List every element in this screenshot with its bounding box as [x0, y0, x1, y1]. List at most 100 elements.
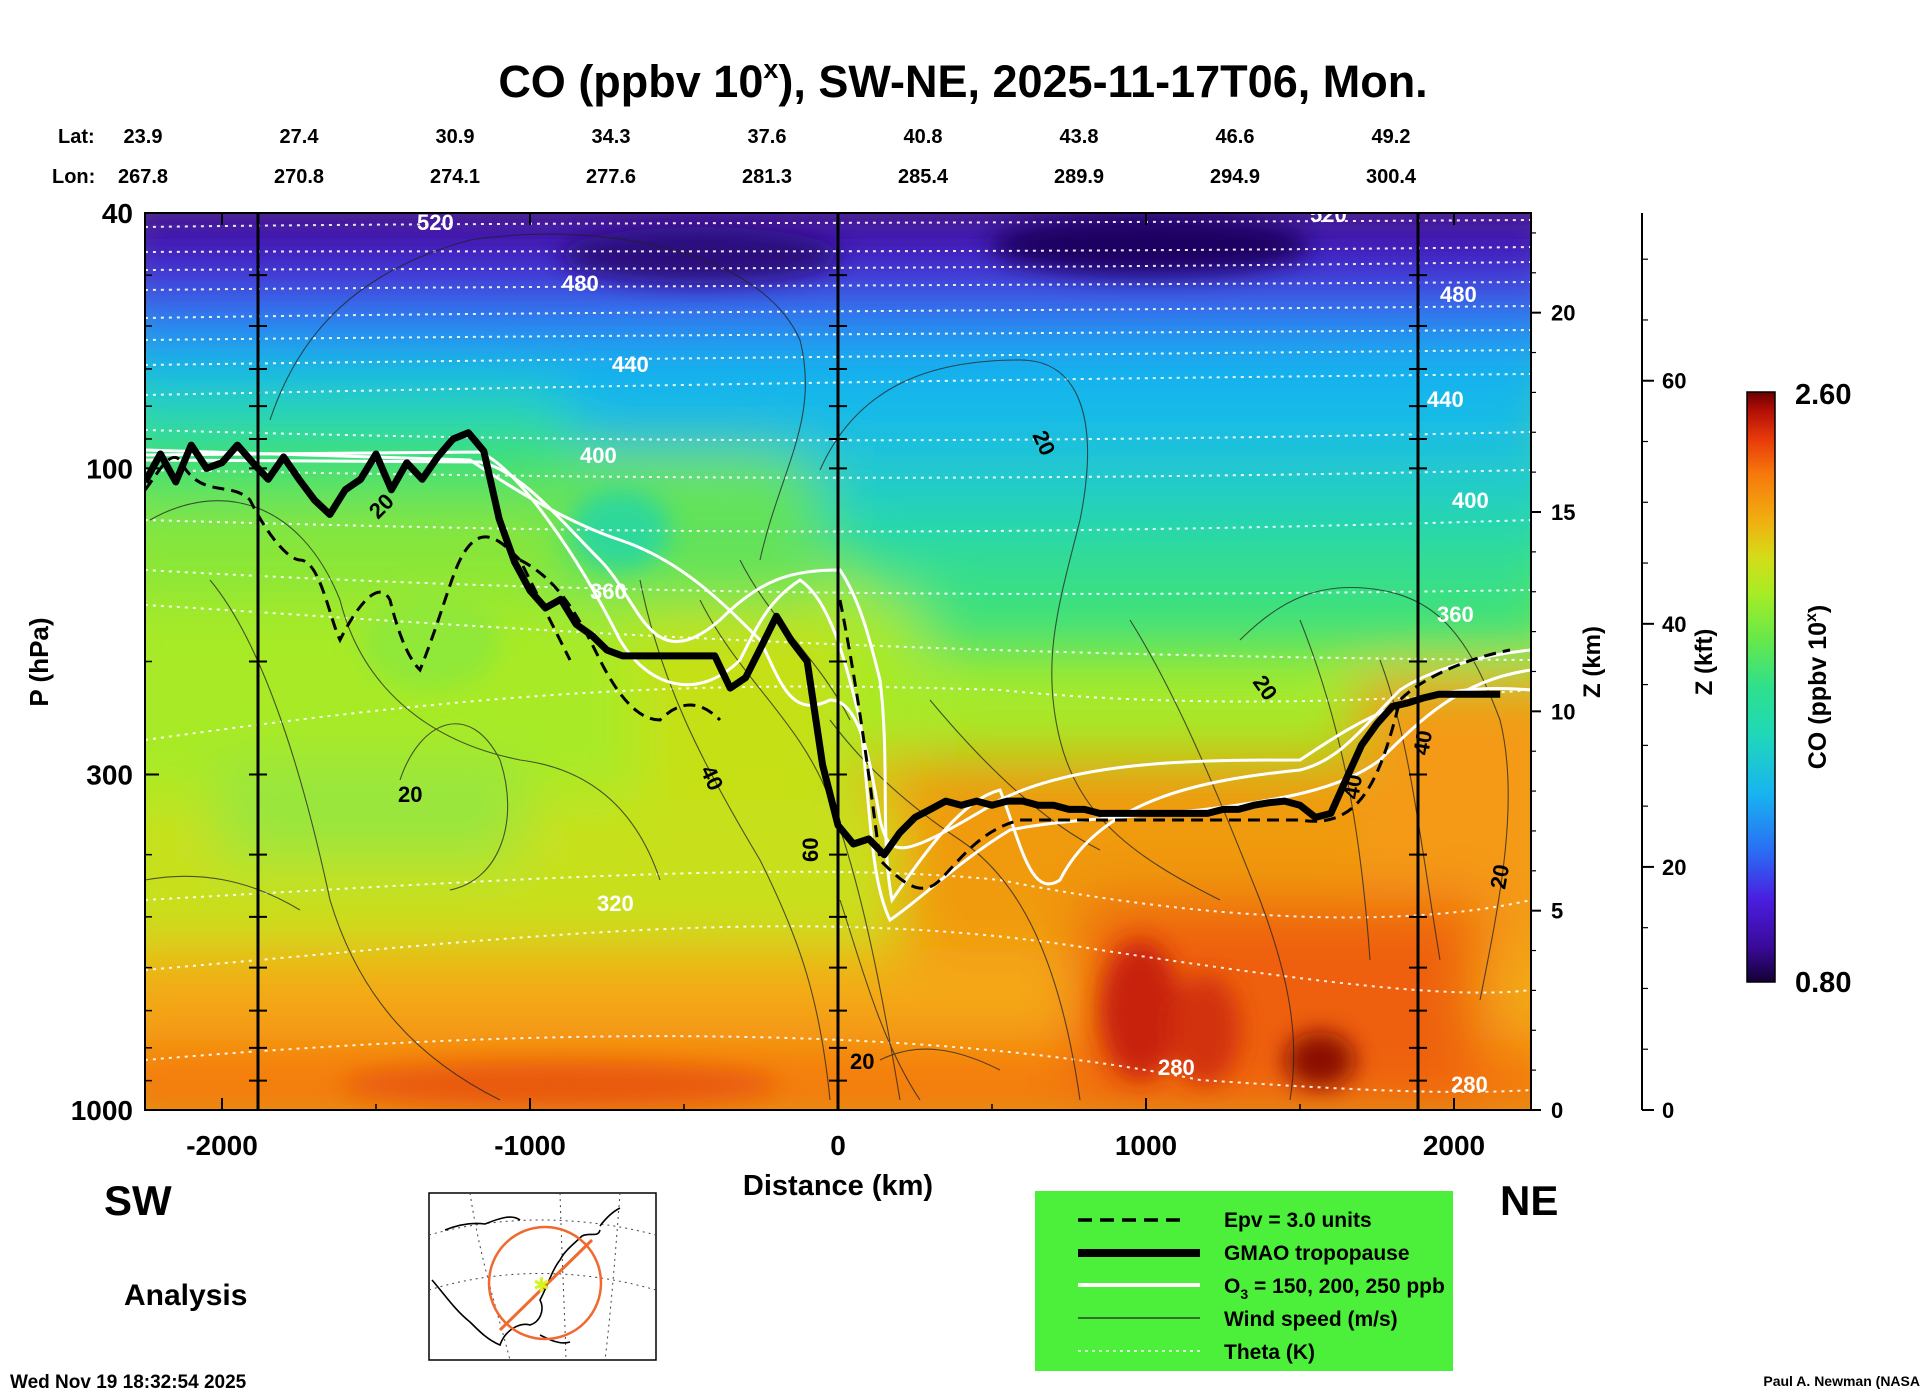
timestamp: Wed Nov 19 18:32:54 2025 — [10, 1372, 247, 1393]
theta-contour — [145, 925, 1531, 994]
theta-contour — [145, 373, 1531, 396]
inset-map-center-star-icon: ✱ — [533, 1275, 550, 1297]
z-km-tick-label: 0 — [1551, 1098, 1563, 1123]
lon-value: 300.4 — [1366, 166, 1417, 188]
z-kft-tick-label: 20 — [1662, 855, 1686, 880]
wind-contour — [399, 723, 509, 891]
wind-contour — [639, 579, 831, 1101]
lon-value: 277.6 — [586, 166, 636, 188]
lon-value: 270.8 — [274, 166, 324, 188]
x-tick-label: -1000 — [494, 1130, 566, 1161]
theta-contour — [145, 569, 1531, 595]
ozone-contour-250 — [145, 448, 1531, 850]
lat-value: 30.9 — [436, 126, 475, 148]
wind-contour — [1239, 586, 1509, 1001]
theta-contour — [145, 281, 1531, 291]
credit: Paul A. Newman (NASA — [1763, 1373, 1920, 1389]
wind-contour — [879, 1048, 1001, 1071]
chart-title: CO (ppbv 10x), SW-NE, 2025-11-17T06, Mon… — [498, 54, 1427, 107]
theta-contour — [145, 349, 1531, 366]
y-tick-label: 300 — [86, 759, 133, 790]
legend: Epv = 3.0 units GMAO tropopause O3 = 150… — [1035, 1191, 1453, 1371]
y-tick-label: 40 — [102, 198, 133, 229]
theta-contour — [145, 519, 1531, 533]
wind-label-60: 60 — [798, 838, 823, 862]
legend-label-epv: Epv = 3.0 units — [1224, 1209, 1372, 1232]
theta-contours — [145, 219, 1531, 1093]
lat-label: Lat: — [58, 126, 95, 148]
theta-label-520-left: 520 — [417, 210, 454, 235]
theta-label-440-right: 440 — [1427, 387, 1464, 412]
ozone-contour-150 — [145, 458, 1531, 904]
wind-contour — [929, 699, 1101, 851]
theta-label-280-left: 280 — [1158, 1055, 1195, 1080]
inset-map-range-circle — [487, 1225, 603, 1341]
lat-value: 40.8 — [904, 126, 943, 148]
epv-contour — [838, 599, 1511, 890]
lat-value: 46.6 — [1216, 126, 1255, 148]
lat-lon-header: Lat: Lon: 23.9 27.4 30.9 34.3 37.6 40.8 43.8 46… — [52, 126, 1417, 188]
theta-label-320: 320 — [597, 891, 634, 916]
theta-contour — [145, 246, 1531, 253]
lat-value: 49.2 — [1372, 126, 1411, 148]
wind-label-20: 20 — [850, 1049, 874, 1074]
lon-value: 281.3 — [742, 166, 792, 188]
lon-value: 294.9 — [1210, 166, 1260, 188]
x-axis: -2000 -1000 0 1000 2000 — [186, 213, 1485, 1161]
z-km-axis: 0 5 10 15 20 — [1531, 232, 1575, 1123]
lat-value: 34.3 — [592, 126, 631, 148]
inset-map-coastline — [431, 1207, 621, 1347]
theta-label-400-right: 400 — [1452, 488, 1489, 513]
lon-value: 274.1 — [430, 166, 480, 188]
lon-label: Lon: — [52, 166, 95, 188]
colorbar-min-label: 0.80 — [1795, 967, 1851, 999]
lon-value: 267.8 — [118, 166, 168, 188]
plot-area: 520 520 480 480 440 440 400 400 360 360 … — [145, 202, 1531, 1110]
direction-ne: NE — [1500, 1177, 1558, 1224]
x-axis-label: Distance (km) — [743, 1170, 933, 1202]
theta-contour — [145, 429, 1531, 442]
theta-label-480-right: 480 — [1440, 282, 1477, 307]
z-km-tick-label: 20 — [1551, 301, 1575, 326]
colorbar-max-label: 2.60 — [1795, 379, 1851, 411]
x-tick-label: -2000 — [186, 1130, 258, 1161]
direction-sw: SW — [104, 1177, 172, 1224]
z-kft-tick-label: 60 — [1662, 369, 1686, 394]
z-kft-axis: 0 20 40 60 — [1642, 258, 1686, 1123]
y-tick-label: 1000 — [71, 1095, 133, 1126]
z-kft-tick-label: 40 — [1662, 612, 1686, 637]
theta-label-440-left: 440 — [612, 352, 649, 377]
wind-contour — [269, 233, 806, 561]
theta-label-480-left: 480 — [562, 271, 599, 296]
theta-contour — [145, 604, 1531, 661]
x-tick-label: 2000 — [1423, 1130, 1485, 1161]
theta-contour — [145, 329, 1531, 341]
y-axis-label: P (hPa) — [24, 617, 54, 706]
wind-label-40: 40 — [1408, 728, 1437, 756]
colorbar-label: CO (ppbv 10x) — [1803, 605, 1832, 769]
section-line-ticks — [249, 274, 1427, 1082]
wind-contour — [839, 899, 921, 1101]
lat-value: 37.6 — [748, 126, 787, 148]
lat-value: 23.9 — [124, 126, 163, 148]
theta-contour — [145, 469, 1531, 479]
legend-label-ozone: O3 = 150, 200, 250 ppb — [1224, 1275, 1445, 1302]
gmao-tropopause-line — [145, 429, 1501, 859]
y-axis: 40 100 300 1000 — [71, 198, 159, 1126]
analysis-label: Analysis — [124, 1279, 247, 1312]
wind-contour — [819, 359, 1221, 901]
theta-label-520-right: 520 — [1310, 202, 1347, 227]
z-km-tick-label: 10 — [1551, 699, 1575, 724]
z-km-axis-label: Z (km) — [1579, 626, 1606, 698]
epv-contours — [145, 456, 1511, 890]
theta-label-400-left: 400 — [580, 443, 617, 468]
theta-label-360-right: 360 — [1437, 602, 1474, 627]
x-tick-label: 1000 — [1115, 1130, 1177, 1161]
lon-value: 289.9 — [1054, 166, 1104, 188]
lon-value: 285.4 — [898, 166, 949, 188]
z-km-tick-label: 15 — [1551, 500, 1575, 525]
wind-label-20: 20 — [398, 782, 422, 807]
wind-contour — [209, 579, 501, 1101]
legend-label-tropopause: GMAO tropopause — [1224, 1242, 1410, 1265]
